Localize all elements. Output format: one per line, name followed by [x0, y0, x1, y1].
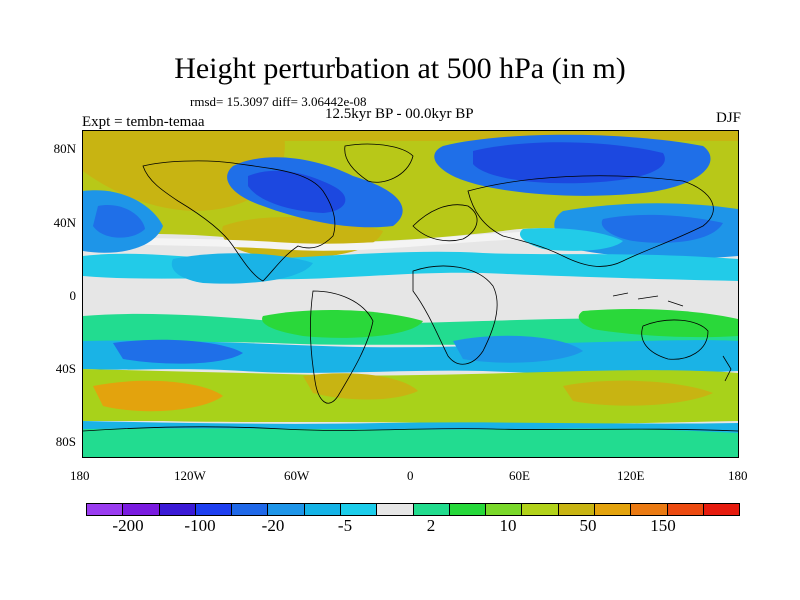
map-panel — [82, 130, 739, 458]
field-blob-southern-peak — [93, 380, 223, 412]
field-band-southern-positive — [83, 369, 738, 425]
field-blob-pacific-negative — [93, 205, 145, 238]
coastline-asia — [467, 175, 714, 267]
colorbar-swatch — [486, 503, 523, 516]
colorbar-swatch — [86, 503, 124, 516]
lon-tick-label: 0 — [407, 468, 414, 483]
coastline-new-zealand — [722, 355, 732, 382]
colorbar — [86, 503, 741, 516]
lon-tick-label: 120E — [617, 468, 645, 483]
field-blob-south-indian-green — [578, 308, 738, 338]
colorbar-label: -20 — [261, 516, 285, 535]
colorbar-label: -5 — [337, 516, 353, 535]
coastline-south-america — [309, 290, 374, 404]
colorbar-swatch — [522, 503, 559, 516]
plot-title: Height perturbation at 500 hPa (in m) — [174, 52, 626, 85]
colorbar-swatch — [449, 503, 487, 516]
coastline-indonesia — [612, 292, 684, 307]
coastlines — [83, 143, 738, 432]
coastline-greenland — [344, 143, 414, 183]
field-band-south-positive — [83, 313, 738, 346]
field-blob-indian-north — [519, 228, 623, 251]
lat-tick-label: 0 — [69, 288, 77, 303]
field-blob-south-pacific-green — [262, 309, 423, 338]
lat-tick-label: 40N — [53, 215, 76, 230]
field-blob-central-pacific — [171, 253, 313, 284]
field-blob-south-negative-core — [113, 339, 243, 364]
field-blob-east-asia-negative — [601, 214, 723, 243]
contour-map — [83, 131, 738, 457]
experiment-label: Expt = tembn-temaa — [82, 114, 205, 130]
coastline-europe — [412, 204, 478, 242]
lat-tick-label: 40S — [55, 361, 76, 376]
lon-tick-label: 60E — [509, 468, 530, 483]
lon-tick-label: 180 — [70, 468, 90, 483]
colorbar-label: 50 — [579, 516, 597, 535]
rmsd-diff-stats: rmsd= 15.3097 diff= 3.06442e-08 — [190, 94, 367, 109]
field-blob-southern-pacific-peak — [303, 373, 418, 400]
colorbar-swatch — [703, 503, 741, 516]
coastline-australia — [641, 319, 709, 360]
colorbar-label: 2 — [426, 516, 436, 535]
lon-tick-label: 60W — [284, 468, 310, 483]
lon-tick-label: 180 — [728, 468, 748, 483]
colorbar-swatch — [159, 503, 196, 516]
lat-tick-label: 80N — [53, 141, 76, 156]
colorbar-swatch — [268, 503, 305, 516]
colorbar-swatch — [304, 503, 341, 516]
colorbar-swatch — [377, 503, 414, 516]
colorbar-label: -200 — [112, 516, 144, 535]
colorbar-swatch — [558, 503, 595, 516]
field-blob-nw-pacific-positive — [83, 131, 285, 211]
coastline-north-america — [142, 160, 336, 282]
colorbar-swatch — [195, 503, 233, 516]
colorbar-swatch — [413, 503, 450, 516]
season-label: DJF — [715, 110, 741, 126]
colorbar-swatch — [123, 503, 160, 516]
field-blob-antarctic-green — [83, 428, 738, 457]
colorbar-label: 150 — [650, 516, 676, 535]
colorbar-swatch — [232, 503, 269, 516]
time-period: 12.5kyr BP - 00.0kyr BP — [325, 106, 474, 122]
field-blob-south-atlantic-negative — [453, 335, 583, 363]
field-trough-north-america-core — [248, 170, 346, 213]
colorbar-swatch — [340, 503, 378, 516]
lat-tick-label: 80S — [55, 434, 76, 449]
colorbar-swatch — [667, 503, 704, 516]
colorbar-swatch — [594, 503, 632, 516]
coastline-antarctica — [83, 426, 738, 432]
colorbar-swatch — [631, 503, 668, 516]
coastline-africa — [412, 265, 498, 365]
field-trough-siberia-core — [473, 142, 665, 184]
colorbar-label: -100 — [184, 516, 216, 535]
field-blob-southern-indian-peak — [563, 380, 713, 406]
lon-tick-label: 120W — [174, 468, 206, 483]
colorbar-label: 10 — [499, 516, 517, 535]
